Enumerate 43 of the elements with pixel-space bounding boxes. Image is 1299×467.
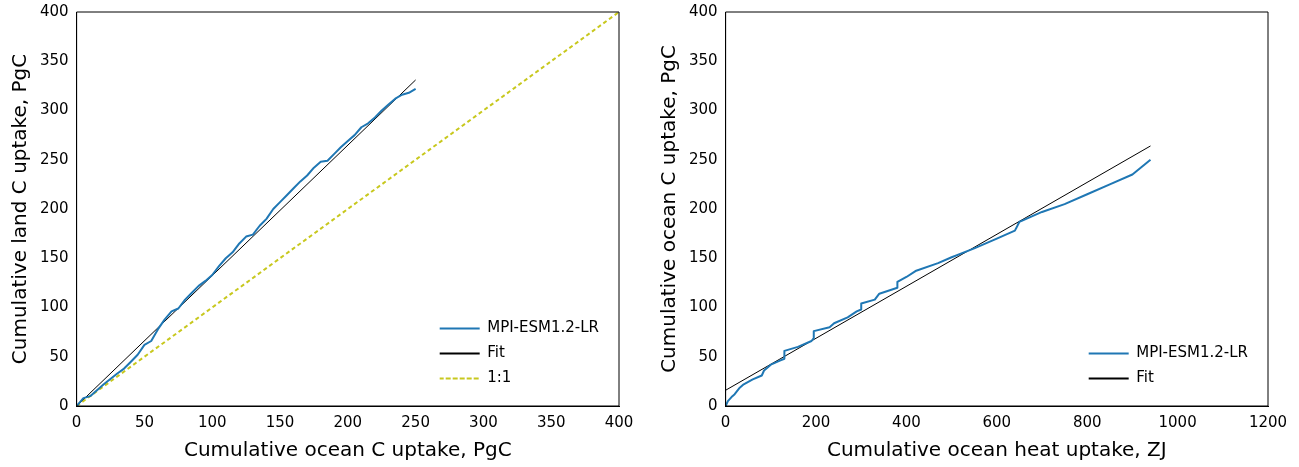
y-tick-label: 300 <box>39 100 69 119</box>
y-tick-label: 350 <box>688 51 718 70</box>
legend-label: Fit <box>1136 368 1154 387</box>
x-tick-label: 0 <box>720 412 731 431</box>
y-tick-label: 50 <box>49 346 69 365</box>
legend-label: MPI-ESM1.2-LR <box>1136 343 1248 362</box>
x-tick-label: 600 <box>982 412 1012 431</box>
x-axis-title: Cumulative ocean C uptake, PgC <box>183 437 512 462</box>
x-tick-label: 400 <box>892 412 921 431</box>
x-tick-label: 200 <box>801 412 831 431</box>
x-axis-title: Cumulative ocean heat uptake, ZJ <box>826 437 1167 462</box>
y-tick-label: 350 <box>39 51 69 70</box>
y-tick-label: 400 <box>688 1 718 20</box>
x-tick-label: 100 <box>197 412 227 431</box>
y-tick-label: 200 <box>39 198 69 217</box>
y-tick-label: 100 <box>39 297 69 316</box>
x-tick-label: 200 <box>333 412 363 431</box>
x-tick-label: 400 <box>604 412 634 431</box>
x-tick-label: 1000 <box>1158 412 1197 431</box>
x-tick-label: 250 <box>401 412 430 431</box>
x-tick-label: 0 <box>71 412 82 431</box>
y-tick-label: 250 <box>39 149 69 168</box>
x-tick-label: 300 <box>469 412 498 431</box>
y-tick-label: 50 <box>698 346 718 365</box>
y-tick-label: 150 <box>688 248 718 267</box>
y-tick-label: 100 <box>688 297 718 316</box>
y-tick-label: 300 <box>688 100 718 119</box>
y-tick-label: 250 <box>688 149 718 168</box>
y-tick-label: 200 <box>688 198 718 217</box>
y-tick-label: 0 <box>59 395 69 414</box>
y-tick-label: 150 <box>39 248 69 267</box>
y-tick-label: 0 <box>708 395 718 414</box>
legend-label: MPI-ESM1.2-LR <box>487 318 599 337</box>
y-tick-label: 400 <box>39 1 69 20</box>
x-tick-label: 50 <box>134 412 154 431</box>
x-tick-label: 800 <box>1072 412 1102 431</box>
legend-label: 1:1 <box>487 368 512 387</box>
x-tick-label: 150 <box>265 412 295 431</box>
x-tick-label: 1200 <box>1248 412 1288 431</box>
y-axis-title: Cumulative ocean C uptake, PgC <box>656 45 681 373</box>
y-axis-title: Cumulative land C uptake, PgC <box>7 53 32 365</box>
legend-label: Fit <box>487 343 505 362</box>
x-tick-label: 350 <box>536 412 566 431</box>
